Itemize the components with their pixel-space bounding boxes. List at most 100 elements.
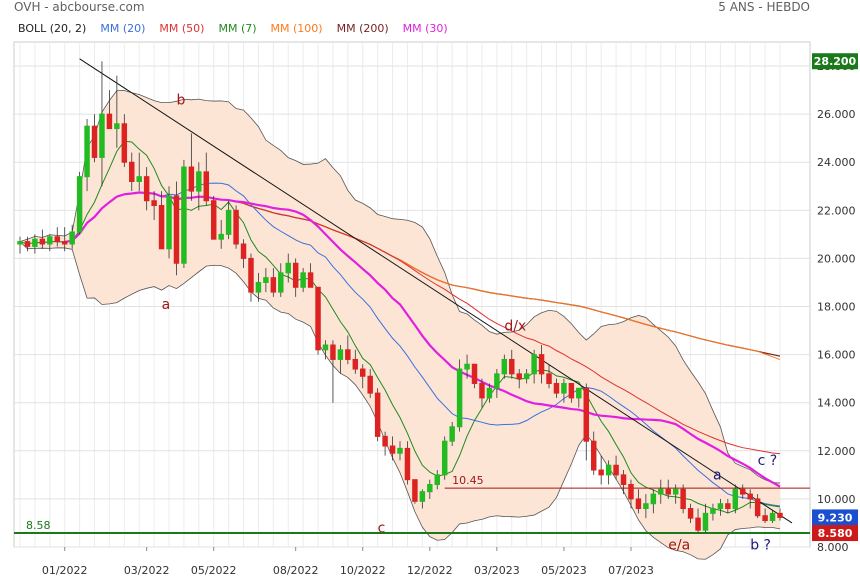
low-price-badge-bg — [812, 525, 858, 542]
candle-body — [196, 171, 202, 192]
candle-body — [710, 508, 716, 514]
candle-body — [740, 488, 746, 495]
candle-body — [255, 281, 262, 293]
candle-body — [84, 125, 90, 178]
candle-body — [553, 382, 560, 394]
candle-body — [225, 209, 232, 235]
candle-body — [412, 479, 418, 502]
y-tick-label: 14.000 — [817, 397, 856, 410]
candle-body — [292, 262, 299, 288]
candle-body — [360, 368, 366, 377]
legend-item[interactable]: MM (30) — [402, 22, 448, 35]
candle-body — [605, 464, 612, 476]
candle-body — [747, 493, 753, 500]
candle-body — [278, 272, 284, 293]
x-tick-label: 03/2023 — [474, 564, 520, 577]
high-price-badge: 28.200 — [814, 55, 857, 68]
candle-body — [233, 209, 239, 245]
y-tick-label: 26.000 — [817, 108, 856, 121]
wave-label: c — [378, 521, 386, 537]
candle-body — [441, 440, 448, 476]
x-tick-label: 05/2023 — [541, 564, 587, 577]
candle-body — [32, 238, 38, 247]
bollinger-upper-line — [19, 90, 781, 484]
candle-body — [17, 241, 23, 245]
candle-body — [561, 382, 567, 394]
candle-body — [434, 474, 440, 485]
x-tick-label: 10/2022 — [340, 564, 386, 577]
candle-body — [143, 176, 150, 202]
x-tick-label: 05/2022 — [191, 564, 237, 577]
legend-item[interactable]: MM (20) — [100, 22, 146, 35]
candle-body — [658, 488, 664, 495]
candle-body — [91, 125, 98, 158]
legend-item[interactable]: MM (50) — [159, 22, 205, 35]
x-tick-label: 03/2022 — [124, 564, 170, 577]
candle-body — [635, 498, 642, 510]
candle-body — [263, 277, 269, 283]
wave-label: a — [713, 468, 722, 484]
candle-body — [76, 176, 83, 233]
wave-label: d/x — [504, 319, 526, 335]
candle-body — [158, 205, 165, 250]
candle-body — [702, 512, 709, 531]
candle-body — [47, 236, 53, 245]
candle-body — [680, 488, 686, 510]
support-line-label: 8.58 — [26, 519, 51, 532]
candle-body — [479, 382, 485, 399]
legend-item[interactable]: MM (100) — [270, 22, 323, 35]
candle-body — [374, 392, 381, 437]
candle-body — [523, 373, 530, 380]
resistance-line-label: 10.45 — [452, 474, 484, 487]
candle-body — [203, 171, 210, 202]
y-tick-label: 8.000 — [817, 541, 849, 554]
candle-body — [307, 272, 314, 288]
y-tick-label: 12.000 — [817, 445, 856, 458]
chart-period[interactable]: 5 ANS - HEBDO — [718, 0, 810, 14]
y-tick-label: 24.000 — [817, 156, 856, 169]
legend-item[interactable]: BOLL (20, 2) — [18, 22, 87, 35]
candle-body — [494, 373, 500, 389]
high-price-badge-bg — [812, 53, 858, 70]
candle-body — [136, 176, 142, 182]
candle-body — [516, 373, 522, 380]
wave-label: b — [176, 93, 185, 109]
candle-body — [590, 440, 597, 471]
candle-body — [382, 435, 388, 447]
candle-body — [583, 387, 590, 442]
candle-body — [39, 238, 46, 245]
candle-body — [210, 200, 217, 240]
candle-body — [218, 233, 224, 240]
candle-body — [397, 447, 403, 454]
candle-body — [337, 349, 344, 360]
candle-body — [389, 445, 396, 454]
candle-body — [769, 512, 776, 522]
x-tick-label: 08/2022 — [273, 564, 319, 577]
wave-label: b ? — [750, 537, 771, 553]
candle-body — [717, 503, 724, 510]
candle-body — [345, 349, 351, 360]
candle-body — [419, 491, 426, 502]
candle-body — [531, 354, 537, 375]
candle-body — [188, 166, 195, 192]
candle-body — [330, 344, 336, 360]
candle-body — [129, 161, 135, 182]
candle-body — [538, 354, 545, 375]
candle-body — [69, 231, 75, 245]
y-tick-label: 18.000 — [817, 301, 856, 314]
candle-body — [598, 469, 604, 476]
low-price-badge: 8.580 — [818, 527, 853, 540]
candle-body — [687, 508, 694, 519]
y-tick-label: 20.000 — [817, 252, 856, 265]
candle-body — [449, 426, 455, 442]
legend: BOLL (20, 2) MM (20) MM (50) MM (7) MM (100)… — [18, 22, 462, 35]
candle-body — [486, 387, 493, 399]
legend-item[interactable]: MM (7) — [218, 22, 257, 35]
candle-body — [151, 200, 157, 207]
legend-item[interactable]: MM (200) — [336, 22, 389, 35]
candle-body — [628, 483, 634, 500]
candle-body — [754, 498, 761, 517]
y-tick-label: 16.000 — [817, 349, 856, 362]
wave-label: c ? — [758, 453, 778, 469]
